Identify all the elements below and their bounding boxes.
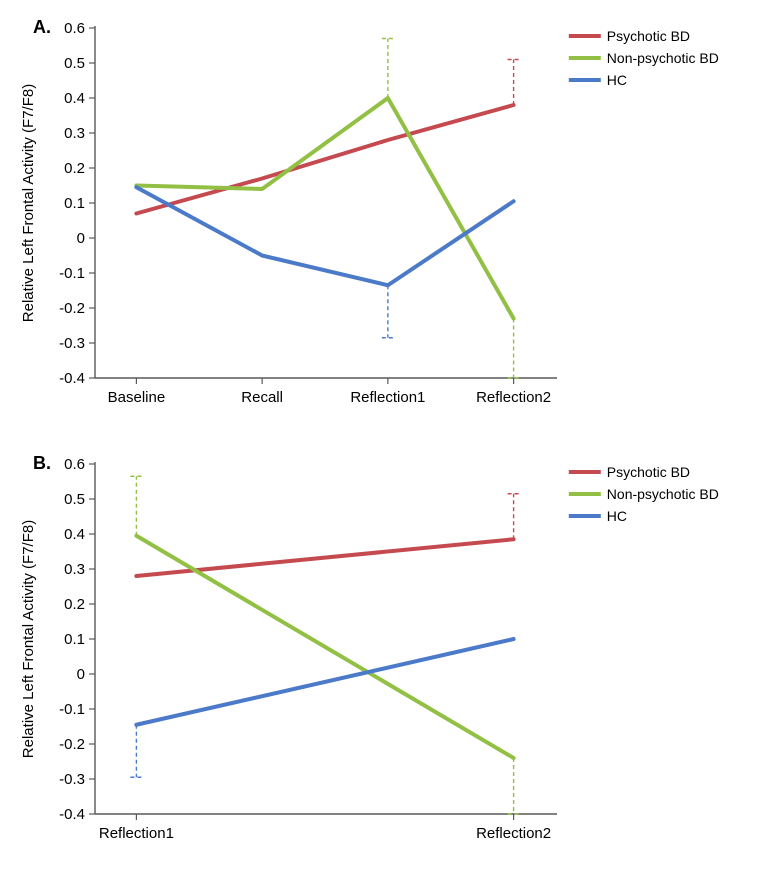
- y-tick-label: 0.6: [64, 456, 85, 473]
- y-tick-label: 0.1: [64, 631, 85, 648]
- y-tick-label: 0.5: [64, 55, 85, 72]
- x-tick-label: Reflection1: [99, 825, 174, 842]
- legend-label: Non-psychotic BD: [607, 486, 719, 502]
- series-line: [136, 105, 513, 214]
- panel-b: -0.4 -0.3 -0.2 -0.1 0 0.1 0.2 0.3 0.4 0.5 0.6 Refle…: [0, 436, 762, 872]
- legend-label: Psychotic BD: [607, 28, 690, 44]
- x-tick-label: Baseline: [108, 389, 166, 406]
- y-tick-label: -0.3: [59, 335, 85, 352]
- y-axis-label: Relative Left Frontal Activity (F7/F8): [20, 84, 37, 322]
- figure: -0.4 -0.3 -0.2 -0.1 0 0.1 0.2 0.3 0.4 0.5 0.6 Basel…: [0, 0, 762, 872]
- series-line: [136, 187, 513, 285]
- y-tick-label: 0.4: [64, 526, 85, 543]
- y-tick-label: -0.1: [59, 701, 85, 718]
- y-tick-label: -0.1: [59, 265, 85, 282]
- legend-label: HC: [607, 508, 627, 524]
- legend-label: Non-psychotic BD: [607, 50, 719, 66]
- series-line: [136, 98, 513, 319]
- x-tick-label: Recall: [241, 389, 283, 406]
- y-tick-label: 0.1: [64, 195, 85, 212]
- series-line: [136, 639, 513, 725]
- y-tick-label: 0: [77, 230, 85, 247]
- y-tick-label: 0.6: [64, 20, 85, 37]
- series-line: [136, 536, 513, 758]
- y-tick-label: -0.2: [59, 736, 85, 753]
- panel-label: A.: [33, 17, 51, 37]
- y-tick-label: 0.3: [64, 125, 85, 142]
- y-tick-label: 0: [77, 666, 85, 683]
- y-tick-label: 0.2: [64, 160, 85, 177]
- x-tick-label: Reflection1: [350, 389, 425, 406]
- y-tick-label: 0.4: [64, 90, 85, 107]
- x-tick-label: Reflection2: [476, 825, 551, 842]
- panel-a: -0.4 -0.3 -0.2 -0.1 0 0.1 0.2 0.3 0.4 0.5 0.6 Basel…: [0, 0, 762, 436]
- y-tick-label: 0.5: [64, 491, 85, 508]
- panel-label: B.: [33, 453, 51, 473]
- y-tick-label: -0.3: [59, 771, 85, 788]
- y-tick-label: -0.4: [59, 370, 85, 387]
- legend-label: HC: [607, 72, 627, 88]
- y-axis-label: Relative Left Frontal Activity (F7/F8): [20, 520, 37, 758]
- y-tick-label: 0.2: [64, 596, 85, 613]
- y-tick-label: 0.3: [64, 561, 85, 578]
- legend-label: Psychotic BD: [607, 464, 690, 480]
- y-tick-label: -0.2: [59, 300, 85, 317]
- x-tick-label: Reflection2: [476, 389, 551, 406]
- y-tick-label: -0.4: [59, 806, 85, 823]
